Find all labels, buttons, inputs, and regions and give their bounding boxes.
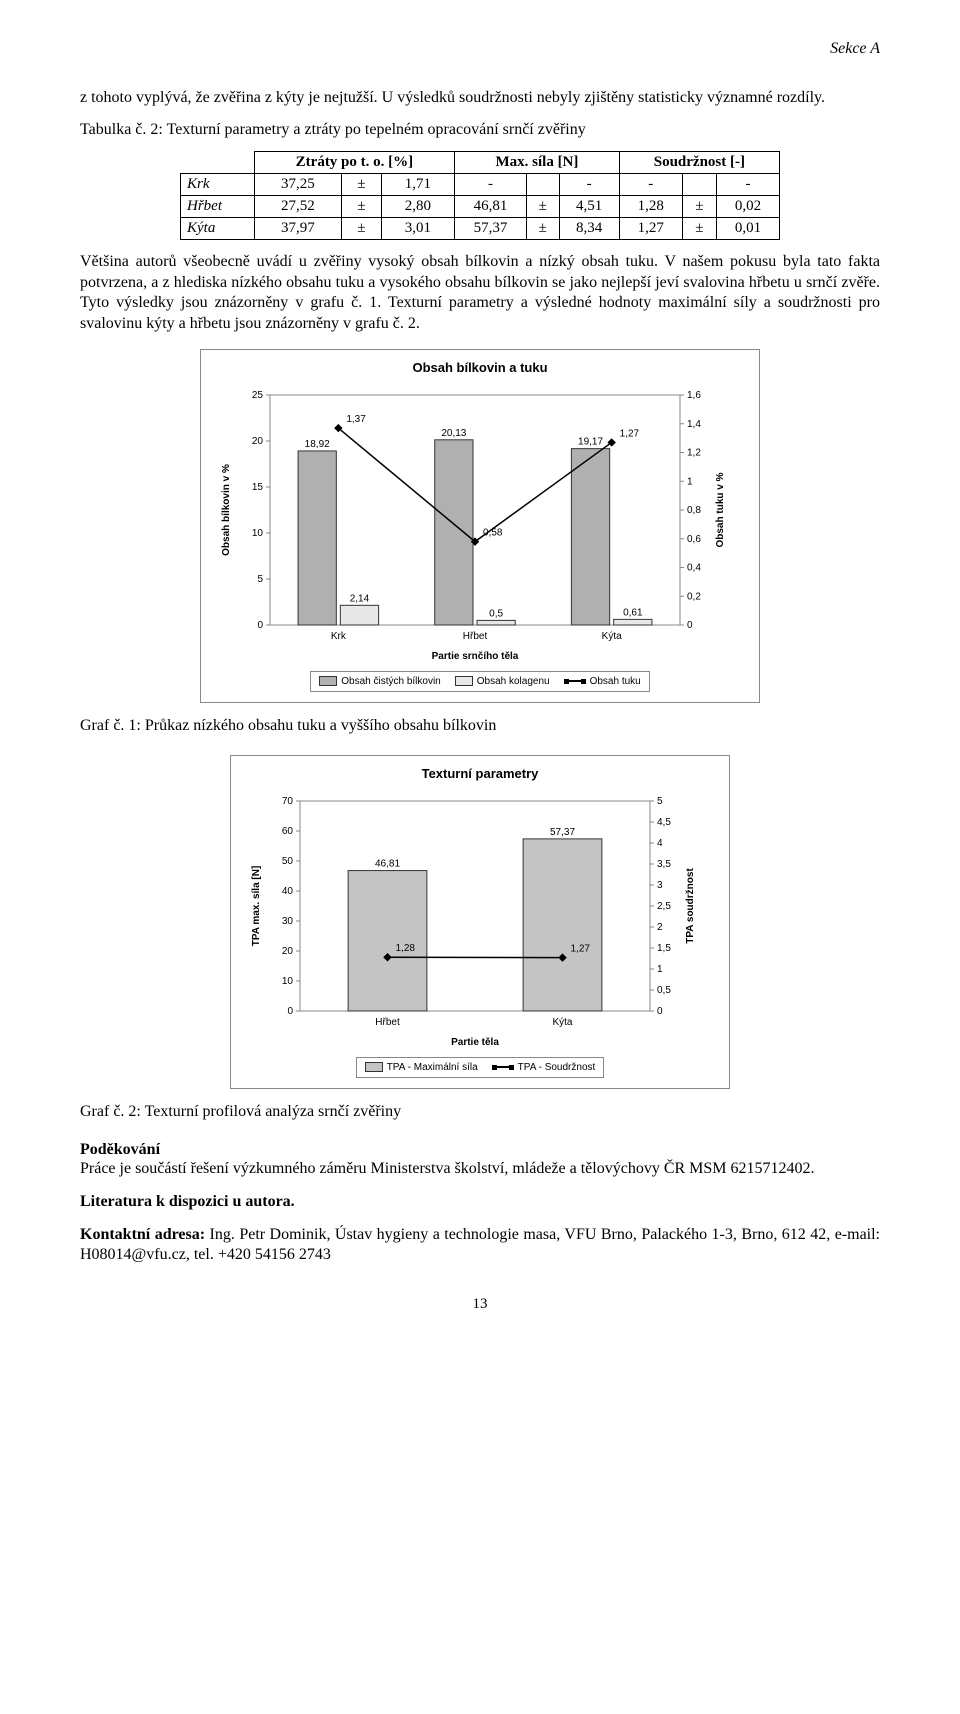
legend-label: Obsah kolagenu: [477, 676, 550, 687]
svg-text:1: 1: [657, 964, 663, 975]
legend-label: TPA - Maximální síla: [387, 1062, 478, 1073]
svg-text:25: 25: [252, 390, 264, 401]
svg-text:Kýta: Kýta: [602, 631, 622, 642]
svg-text:4,5: 4,5: [657, 817, 671, 828]
svg-text:Obsah tuku v %: Obsah tuku v %: [715, 472, 726, 547]
table-row: Krk37,25±1,71- -- -: [181, 173, 780, 195]
svg-text:2,5: 2,5: [657, 901, 671, 912]
col-header-1: Ztráty po t. o. [%]: [254, 151, 454, 173]
svg-text:2,14: 2,14: [350, 593, 370, 604]
svg-text:40: 40: [282, 886, 294, 897]
svg-text:Hřbet: Hřbet: [375, 1017, 400, 1028]
svg-text:0,4: 0,4: [687, 562, 701, 573]
svg-text:15: 15: [252, 482, 264, 493]
chart2-title: Texturní parametry: [245, 766, 715, 781]
chart2-legend: TPA - Maximální síla TPA - Soudržnost: [356, 1057, 605, 1078]
thanks-heading: Poděkování: [80, 1141, 880, 1159]
svg-text:20,13: 20,13: [441, 428, 466, 439]
section-header: Sekce A: [80, 40, 880, 58]
chart1-legend: Obsah čistých bílkovin Obsah kolagenu Ob…: [310, 671, 650, 692]
thanks-body: Práce je součástí řešení výzkumného zámě…: [80, 1159, 880, 1180]
contact-address: Kontaktní adresa: Ing. Petr Dominik, Úst…: [80, 1225, 880, 1267]
svg-text:3: 3: [657, 880, 663, 891]
col-header-2: Max. síla [N]: [455, 151, 620, 173]
svg-text:0,61: 0,61: [623, 607, 643, 618]
svg-text:0,58: 0,58: [483, 528, 503, 539]
svg-text:10: 10: [282, 976, 294, 987]
chart1-title: Obsah bílkovin a tuku: [215, 360, 745, 375]
svg-text:TPA soudržnost: TPA soudržnost: [685, 868, 696, 944]
svg-text:0: 0: [657, 1006, 663, 1017]
svg-text:0,5: 0,5: [489, 608, 503, 619]
svg-text:10: 10: [252, 528, 264, 539]
svg-text:1,6: 1,6: [687, 390, 701, 401]
svg-text:Kýta: Kýta: [552, 1017, 572, 1028]
svg-text:0,6: 0,6: [687, 534, 701, 545]
svg-text:Obsah bílkovin v %: Obsah bílkovin v %: [221, 464, 232, 556]
svg-text:20: 20: [252, 436, 264, 447]
svg-text:1,27: 1,27: [571, 944, 591, 955]
col-header-3: Soudržnost [-]: [619, 151, 779, 173]
svg-text:1,2: 1,2: [687, 447, 701, 458]
chart-texture: Texturní parametry 0 10 20 30 40 50 60 70 0 0,5 1 1…: [230, 755, 730, 1089]
svg-text:19,17: 19,17: [578, 437, 603, 448]
chart-protein-fat: Obsah bílkovin a tuku 0 5 10 15 20 25 0 0,2 0,4 0…: [200, 349, 760, 703]
parameters-table: Ztráty po t. o. [%] Max. síla [N] Soudrž…: [180, 151, 780, 240]
svg-text:Krk: Krk: [331, 631, 347, 642]
legend-label: Obsah čistých bílkovin: [341, 676, 441, 687]
svg-text:0: 0: [687, 620, 693, 631]
svg-text:0,8: 0,8: [687, 505, 701, 516]
svg-text:2: 2: [657, 922, 663, 933]
legend-label: TPA - Soudržnost: [518, 1062, 596, 1073]
intro-paragraph: z tohoto vyplývá, že zvěřina z kýty je n…: [80, 88, 880, 109]
svg-text:Hřbet: Hřbet: [463, 631, 488, 642]
svg-text:1,28: 1,28: [396, 943, 416, 954]
svg-text:18,92: 18,92: [305, 439, 330, 450]
svg-text:70: 70: [282, 796, 294, 807]
svg-text:0,5: 0,5: [657, 985, 671, 996]
literature-note: Literatura k dispozici u autora.: [80, 1192, 880, 1213]
svg-text:5: 5: [657, 796, 663, 807]
page-number: 13: [80, 1296, 880, 1313]
table-row: Kýta37,97±3,0157,37±8,341,27±0,01: [181, 217, 780, 239]
svg-text:5: 5: [257, 574, 263, 585]
svg-text:30: 30: [282, 916, 294, 927]
svg-text:4: 4: [657, 838, 663, 849]
legend-label: Obsah tuku: [590, 676, 641, 687]
svg-text:0,2: 0,2: [687, 591, 701, 602]
svg-text:1,27: 1,27: [620, 428, 640, 439]
svg-text:Partie srnčího těla: Partie srnčího těla: [432, 651, 519, 662]
svg-text:60: 60: [282, 826, 294, 837]
svg-text:0: 0: [257, 620, 263, 631]
svg-text:46,81: 46,81: [375, 859, 400, 870]
chart1-caption: Graf č. 1: Průkaz nízkého obsahu tuku a …: [80, 717, 880, 735]
svg-text:1,4: 1,4: [687, 419, 701, 430]
svg-text:0: 0: [287, 1006, 293, 1017]
svg-text:1: 1: [687, 476, 693, 487]
discussion-paragraph: Většina autorů všeobecně uvádí u zvěřiny…: [80, 252, 880, 335]
table-caption: Tabulka č. 2: Texturní parametry a ztrát…: [80, 121, 880, 139]
svg-text:TPA max. síla [N]: TPA max. síla [N]: [251, 866, 262, 947]
svg-text:3,5: 3,5: [657, 859, 671, 870]
svg-text:57,37: 57,37: [550, 827, 575, 838]
svg-text:1,37: 1,37: [346, 414, 366, 425]
svg-text:1,5: 1,5: [657, 943, 671, 954]
svg-text:50: 50: [282, 856, 294, 867]
svg-text:Partie těla: Partie těla: [451, 1037, 499, 1048]
svg-text:20: 20: [282, 946, 294, 957]
table-row: Hřbet27,52±2,8046,81±4,511,28±0,02: [181, 195, 780, 217]
chart2-caption: Graf č. 2: Texturní profilová analýza sr…: [80, 1103, 880, 1121]
